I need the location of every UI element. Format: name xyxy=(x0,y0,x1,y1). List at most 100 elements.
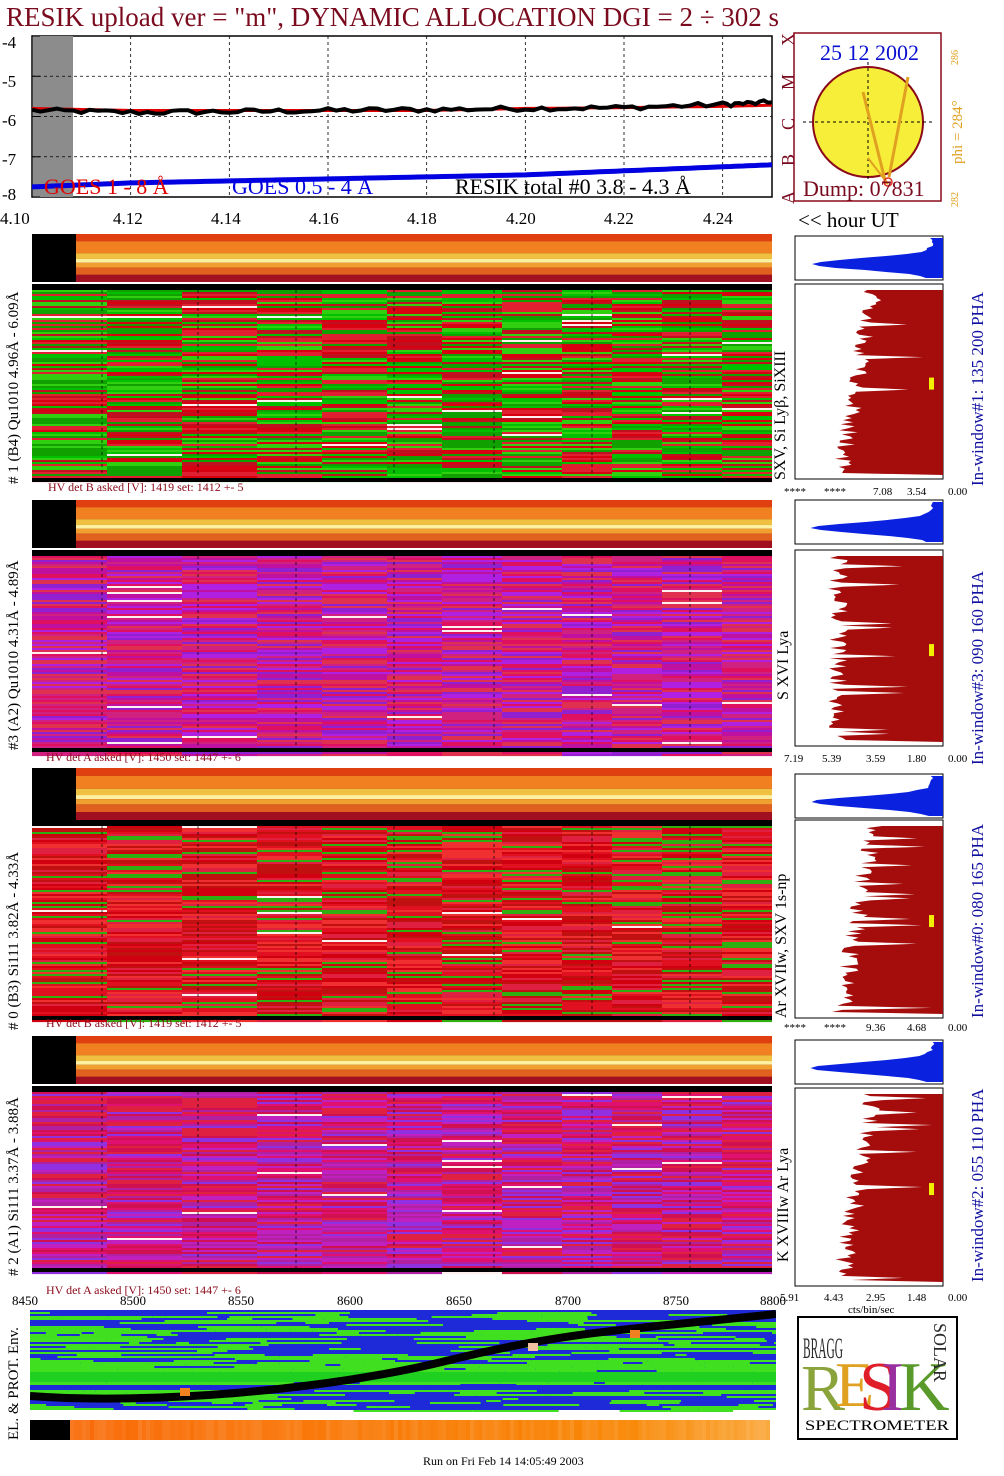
environment-panel xyxy=(30,1310,776,1440)
lightcurve-band xyxy=(74,812,772,820)
data-gap xyxy=(32,500,76,548)
lightcurve-band xyxy=(74,799,772,805)
lightcurve-band xyxy=(74,1055,772,1061)
hist-tick: 5.91 xyxy=(780,1292,800,1304)
detector-3-label: #3 (A2) Qu1010 4.31Å - 4.89Å xyxy=(6,560,22,750)
lightcurve-band xyxy=(74,234,772,242)
pha-histogram xyxy=(812,238,943,278)
detector-0-lines: Ar XVIIw, SXV 1s-np xyxy=(773,873,790,1018)
lightcurve-band xyxy=(74,775,772,789)
detector-3-lines: S XVI Lya xyxy=(775,630,792,700)
x-tick: 4.10 xyxy=(0,209,30,228)
pha-histogram xyxy=(811,776,943,816)
spectrum-histogram xyxy=(835,1094,943,1282)
lightcurve-band xyxy=(74,1064,772,1070)
x-tick: 4.22 xyxy=(604,209,634,228)
hist-tick: 0.00 xyxy=(948,753,968,765)
goes-lightcurve-chart xyxy=(31,35,773,198)
hist-tick: **** xyxy=(824,486,846,498)
lightcurve-band xyxy=(74,1069,772,1077)
x-tick: 4.12 xyxy=(113,209,143,228)
y-tick: -4 xyxy=(2,33,17,52)
window-detector-3: In-window#3: 090 160 PHA xyxy=(968,570,987,765)
detector-0-label: # 0 (B3) Si111 3.82Å - 4.33Å xyxy=(6,851,22,1030)
x-tick: 8550 xyxy=(228,1293,254,1308)
x-tick: 8450 xyxy=(12,1293,38,1308)
lightcurve-band xyxy=(74,500,772,508)
hist-tick: 3.54 xyxy=(907,486,927,498)
window-marker xyxy=(929,1183,934,1196)
lightcurve-band xyxy=(74,253,772,259)
hv-detector-3: HV det A asked [V]: 1450 set: 1447 +- 6 xyxy=(46,750,241,764)
hist-tick: 0.00 xyxy=(948,486,968,498)
window-detector-2: In-window#2: 055 110 PHA xyxy=(968,1088,987,1282)
x-tick: 4.16 xyxy=(309,209,339,228)
page-title: RESIK upload ver = "m", DYNAMIC ALLOCATI… xyxy=(6,2,780,32)
hist-tick: 9.36 xyxy=(866,1022,886,1034)
pha-histogram xyxy=(810,1042,943,1082)
resik-logo-art: BRAGG R E S I K SOLAR SPECTROMETER xyxy=(799,1323,956,1438)
count-strip xyxy=(30,1420,770,1440)
logo-letter-r: R xyxy=(801,1352,845,1425)
hist-tick: 4.43 xyxy=(824,1292,844,1304)
divider xyxy=(32,1016,772,1020)
legend-resik: RESIK total #0 3.8 - 4.3 Å xyxy=(455,174,691,199)
lightcurve-band xyxy=(74,258,772,263)
hist-tick: 2.95 xyxy=(866,1292,886,1304)
x-tick: 4.24 xyxy=(703,209,733,228)
hist-tick: 0.00 xyxy=(948,1022,968,1034)
dump-label: Dump: 07831 xyxy=(803,176,925,201)
lightcurve-band xyxy=(74,540,772,548)
y-tick: -6 xyxy=(2,111,17,130)
x-tick: 4.20 xyxy=(506,209,536,228)
lightcurve-band xyxy=(74,507,772,520)
lightcurve-band xyxy=(74,768,772,776)
hist-tick: 5.39 xyxy=(822,753,842,765)
series-line xyxy=(31,98,773,116)
window-marker xyxy=(929,644,934,657)
lightcurve-band xyxy=(74,533,772,541)
hist-tick: 1.48 xyxy=(907,1292,927,1304)
x-tick: 4.18 xyxy=(407,209,437,228)
logo-letter-s: S xyxy=(859,1349,898,1426)
lightcurve-band xyxy=(74,519,772,525)
lightcurve-band xyxy=(74,788,772,796)
logo-letter-e: E xyxy=(835,1349,874,1420)
logo-solar: SOLAR xyxy=(930,1323,950,1382)
divider xyxy=(32,478,772,482)
lightcurve-band xyxy=(74,1076,772,1084)
env-band xyxy=(30,1372,776,1382)
detector-block xyxy=(32,234,944,483)
window-detector-0: In-window#0: 080 165 PHA xyxy=(968,823,987,1018)
env-band xyxy=(30,1385,776,1390)
y-tick: -5 xyxy=(2,72,17,91)
detector-spectrograms xyxy=(32,234,944,1287)
orbit-marker xyxy=(630,1330,640,1338)
resik-logo: BRAGG R E S I K SOLAR SPECTROMETER xyxy=(797,1316,958,1440)
hist-tick: 4.68 xyxy=(907,1022,927,1034)
phi-label: phi = 284° xyxy=(950,100,966,164)
lightcurve-band xyxy=(74,262,772,268)
x-tick: 8800 xyxy=(760,1293,786,1308)
hv-detector-2: HV det A asked [V]: 1450 set: 1447 +- 6 xyxy=(46,1283,241,1297)
window-detector-1: In-window#1: 135 200 PHA xyxy=(968,291,987,486)
legend-goes-long: GOES 1 - 8 Å xyxy=(44,174,169,199)
detector-1-label: # 1 (B4) Qu1010 4.96Å - 6.09Å xyxy=(6,291,22,485)
orbit-marker xyxy=(528,1343,538,1351)
x-tick: 8500 xyxy=(120,1293,146,1308)
hour-ut-label: << hour UT xyxy=(798,208,899,232)
divider xyxy=(32,748,772,752)
run-timestamp: Run on Fri Feb 14 14:05:49 2003 xyxy=(423,1454,584,1468)
hv-detector-1: HV det B asked [V]: 1419 set: 1412 +- 5 xyxy=(48,480,244,494)
lightcurve-band xyxy=(74,1043,772,1056)
orbit-track xyxy=(861,91,888,185)
logo-bragg: BRAGG xyxy=(803,1332,843,1365)
spectrum-histogram xyxy=(834,290,943,475)
legend-goes-short: GOES 0.5 - 4 Å xyxy=(232,174,374,199)
logo-spectrometer: SPECTROMETER xyxy=(805,1418,949,1434)
detector-block xyxy=(32,499,944,757)
divider xyxy=(32,1268,772,1272)
logo-letter-i: I xyxy=(881,1349,904,1426)
sun-disk-panel xyxy=(793,32,942,202)
detector-block xyxy=(32,1036,944,1287)
